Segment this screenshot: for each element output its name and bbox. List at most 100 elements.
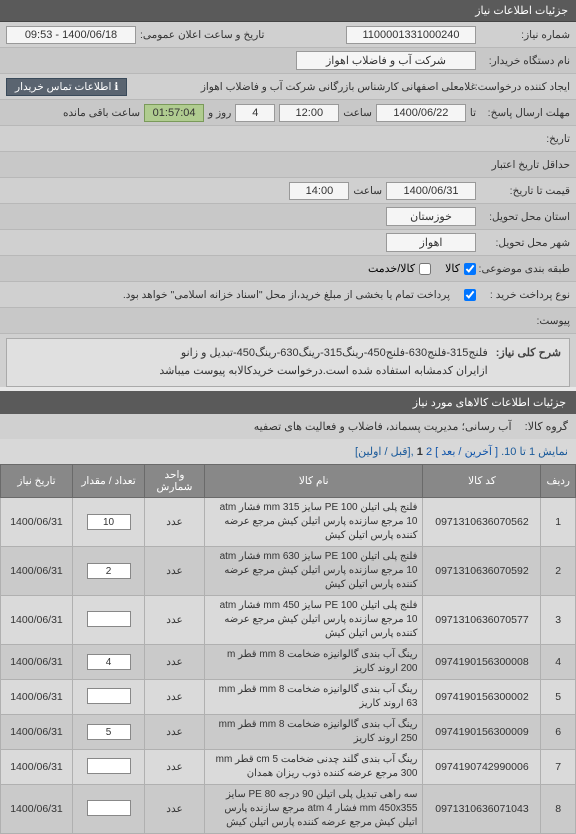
qty-input[interactable] bbox=[87, 800, 131, 816]
qty-input[interactable] bbox=[87, 611, 131, 627]
remaining-label: ساعت باقی مانده bbox=[63, 107, 140, 119]
info-icon: ℹ bbox=[114, 81, 118, 93]
cell-unit: عدد bbox=[145, 498, 205, 547]
countdown-timer: 01:57:04 bbox=[144, 104, 204, 122]
cell-date: 1400/06/31 bbox=[1, 596, 73, 645]
group-value: آب رسانی؛ مدیریت پسماند، فاضلاب و فعالیت… bbox=[254, 421, 512, 433]
pager-last-link[interactable]: [ آخرین bbox=[465, 446, 498, 458]
payment-checkbox[interactable] bbox=[464, 289, 476, 301]
qty-input[interactable] bbox=[87, 758, 131, 774]
qty-input[interactable]: 4 bbox=[87, 654, 131, 670]
desc-line1: فلنج315-فلنج630-فلنج450-رینگ315-رینگ630-… bbox=[15, 345, 488, 363]
cell-date: 1400/06/31 bbox=[1, 547, 73, 596]
cat-goods-input[interactable] bbox=[464, 263, 476, 275]
group-row: گروه کالا: آب رسانی؛ مدیریت پسماند، فاضل… bbox=[0, 414, 576, 439]
cell-index: 8 bbox=[541, 785, 576, 834]
row-credit: حداقل تاریخ اعتبار bbox=[0, 152, 576, 178]
qty-input[interactable]: 5 bbox=[87, 724, 131, 740]
cat-goods-label: کالا bbox=[445, 262, 460, 275]
cell-name: رینگ آب بندی گلند چدنی ضخامت cm 5 قطر mm… bbox=[205, 750, 423, 785]
cell-index: 5 bbox=[541, 680, 576, 715]
pager-showing: نمایش 1 تا 10. bbox=[501, 446, 568, 458]
pager-next-link[interactable]: / بعد ] bbox=[435, 446, 461, 458]
cell-qty: 10 bbox=[73, 498, 145, 547]
row-province: استان محل تحویل: خوزستان bbox=[0, 204, 576, 230]
announce-label: تاریخ و ساعت اعلان عمومی: bbox=[140, 29, 264, 41]
cell-index: 4 bbox=[541, 645, 576, 680]
cell-code: 0974190156300009 bbox=[423, 715, 541, 750]
table-row: 60974190156300009رینگ آب بندی گالوانیزه … bbox=[1, 715, 576, 750]
buyer-org-label: نام دستگاه خریدار: bbox=[480, 55, 570, 67]
price-until-label: قیمت تا تاریخ: bbox=[480, 185, 570, 197]
table-row: 40974190156300008رینگ آب بندی گالوانیزه … bbox=[1, 645, 576, 680]
info-panel: شماره نیاز: 1100001331000240 تاریخ و ساع… bbox=[0, 22, 576, 387]
deadline-label: مهلت ارسال پاسخ: bbox=[480, 107, 570, 119]
cell-unit: عدد bbox=[145, 547, 205, 596]
payment-input[interactable] bbox=[464, 289, 476, 301]
cat-service-input[interactable] bbox=[419, 263, 431, 275]
requester-value: غلامعلی اصفهانی کارشناس بازرگانی شرکت آب… bbox=[131, 81, 476, 93]
items-table: ردیف کد کالا نام کالا واحد شمارش تعداد /… bbox=[0, 464, 576, 834]
cell-name: رینگ آب بندی گالوانیزه ضخامت mm 8 قطر m … bbox=[205, 645, 423, 680]
row-deadline: مهلت ارسال پاسخ: تا 1400/06/22 ساعت 12:0… bbox=[0, 100, 576, 126]
cat-service-label: کالا/خدمت bbox=[368, 262, 415, 275]
cell-qty bbox=[73, 750, 145, 785]
deadline-until-label: تا bbox=[470, 107, 476, 119]
row-requester: ایجاد کننده درخواست: غلامعلی اصفهانی کار… bbox=[0, 74, 576, 100]
cell-name: فلنج پلی اتیلن PE 100 سایز mm 630 فشار a… bbox=[205, 547, 423, 596]
th-unit: واحد شمارش bbox=[145, 465, 205, 498]
cell-qty: 4 bbox=[73, 645, 145, 680]
price-saat-label: ساعت bbox=[353, 185, 382, 197]
cat-goods-checkbox[interactable]: کالا bbox=[445, 262, 476, 275]
cell-code: 0974190156300002 bbox=[423, 680, 541, 715]
table-row: 10971310636070562فلنج پلی اتیلن PE 100 س… bbox=[1, 498, 576, 547]
need-no-value: 1100001331000240 bbox=[346, 26, 476, 44]
cell-date: 1400/06/31 bbox=[1, 750, 73, 785]
city-label: شهر محل تحویل: bbox=[480, 237, 570, 249]
cell-qty: 2 bbox=[73, 547, 145, 596]
cell-unit: عدد bbox=[145, 596, 205, 645]
province-value: خوزستان bbox=[386, 207, 476, 226]
th-date: تاریخ نیاز bbox=[1, 465, 73, 498]
row-buyer-org: نام دستگاه خریدار: شرکت آب و فاضلاب اهوا… bbox=[0, 48, 576, 74]
cell-code: 0971310636070577 bbox=[423, 596, 541, 645]
qty-input[interactable]: 10 bbox=[87, 514, 131, 530]
row-need-number: شماره نیاز: 1100001331000240 تاریخ و ساع… bbox=[0, 22, 576, 48]
pager-first: ,[قبل / اولین] bbox=[355, 446, 414, 458]
deadline-date: 1400/06/22 bbox=[376, 104, 466, 122]
deadline-saat-label: ساعت bbox=[343, 107, 372, 119]
credit-label: حداقل تاریخ اعتبار bbox=[480, 159, 570, 171]
pager: نمایش 1 تا 10. [ آخرین / بعد ] 2 1 ,[قبل… bbox=[0, 439, 576, 464]
cell-date: 1400/06/31 bbox=[1, 715, 73, 750]
cell-code: 0974190742990006 bbox=[423, 750, 541, 785]
table-row: 80971310636071043سه راهی تبدیل پلی اتیلن… bbox=[1, 785, 576, 834]
row-category: طبقه بندی موضوعی: کالا کالا/خدمت bbox=[0, 256, 576, 282]
items-section-header: جزئیات اطلاعات کالاهای مورد نیاز bbox=[0, 391, 576, 414]
attach-label: پیوست: bbox=[480, 315, 570, 327]
qty-input[interactable]: 2 bbox=[87, 563, 131, 579]
payment-text: پرداخت تمام یا بخشی از مبلغ خرید،از محل … bbox=[6, 289, 450, 301]
pager-page-2[interactable]: 2 bbox=[426, 446, 432, 458]
qty-input[interactable] bbox=[87, 688, 131, 704]
pager-page-1: 1 bbox=[417, 446, 423, 458]
buyer-org-value: شرکت آب و فاضلاب اهواز bbox=[296, 51, 476, 70]
cell-code: 0974190156300008 bbox=[423, 645, 541, 680]
row-payment: نوع پرداخت خرید : پرداخت تمام یا بخشی از… bbox=[0, 282, 576, 308]
th-code: کد کالا bbox=[423, 465, 541, 498]
need-no-label: شماره نیاز: bbox=[480, 29, 570, 41]
row-history: تاریخ: bbox=[0, 126, 576, 152]
contact-btn-label: اطلاعات تماس خریدار bbox=[15, 81, 111, 93]
payment-label: نوع پرداخت خرید : bbox=[480, 289, 570, 301]
row-city: شهر محل تحویل: اهواز bbox=[0, 230, 576, 256]
description-box: شرح کلی نیاز: فلنج315-فلنج630-فلنج450-ری… bbox=[6, 338, 570, 387]
contact-buyer-button[interactable]: ℹ اطلاعات تماس خریدار bbox=[6, 78, 127, 96]
cell-unit: عدد bbox=[145, 785, 205, 834]
deadline-time: 12:00 bbox=[279, 104, 339, 122]
table-row: 30971310636070577فلنج پلی اتیلن PE 100 س… bbox=[1, 596, 576, 645]
table-body: 10971310636070562فلنج پلی اتیلن PE 100 س… bbox=[1, 498, 576, 834]
cell-unit: عدد bbox=[145, 750, 205, 785]
cat-service-checkbox[interactable]: کالا/خدمت bbox=[368, 262, 431, 275]
cell-unit: عدد bbox=[145, 680, 205, 715]
cell-index: 1 bbox=[541, 498, 576, 547]
cell-index: 2 bbox=[541, 547, 576, 596]
